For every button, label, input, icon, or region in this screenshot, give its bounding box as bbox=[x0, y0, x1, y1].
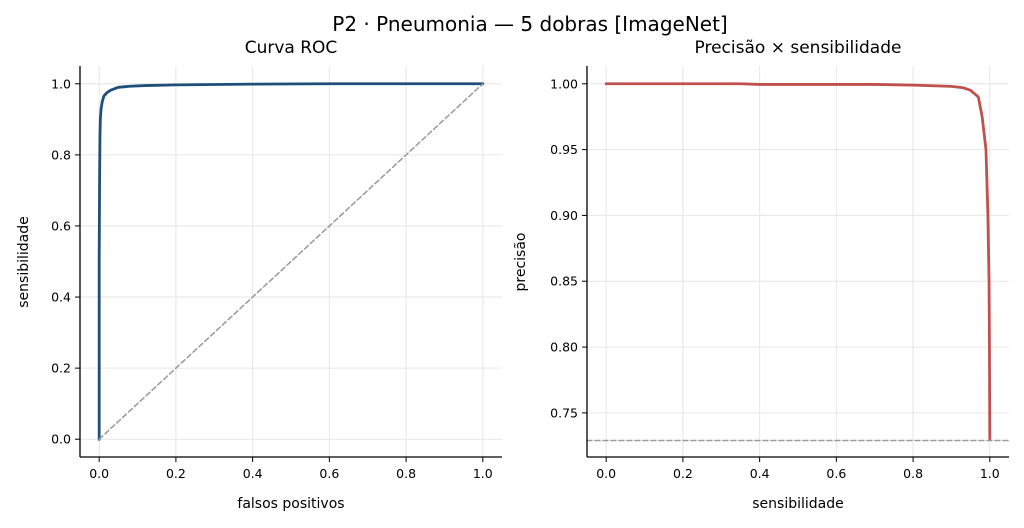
roc-title: Curva ROC bbox=[245, 38, 338, 58]
pr-ytick-label-4: 0.95 bbox=[550, 142, 578, 157]
roc-xtick-label-4: 0.8 bbox=[396, 466, 416, 481]
pr-axes bbox=[586, 66, 1009, 458]
pr-xtick-label-4: 0.8 bbox=[903, 466, 923, 481]
roc-xtick-label-5: 1.0 bbox=[473, 466, 493, 481]
pr-ticks: 0.0 0.2 0.4 0.6 0.8 1.0 0.75 0.80 0.85 0.90 0.95 1.… bbox=[550, 76, 1000, 481]
roc-ytick-label-0: 0.0 bbox=[51, 432, 71, 447]
roc-series-0-curve bbox=[97, 82, 485, 441]
pr-series-0-curve bbox=[604, 82, 992, 441]
roc-xtick-label-3: 0.6 bbox=[319, 466, 339, 481]
pr-grid bbox=[587, 66, 1009, 457]
roc-xtick-label-2: 0.4 bbox=[243, 466, 263, 481]
roc-xtick-label-0: 0.0 bbox=[89, 466, 109, 481]
roc-panel: Curva ROC 0.0 0.2 0.4 0.6 0.8 1.0 0.0 0.2 0.4 0.6… bbox=[16, 38, 502, 512]
roc-ylabel: sensibilidade bbox=[16, 216, 32, 308]
pr-title: Precisão × sensibilidade bbox=[695, 38, 902, 58]
pr-ytick-label-0: 0.75 bbox=[550, 405, 578, 420]
pr-xtick-label-2: 0.4 bbox=[750, 466, 770, 481]
roc-xtick-label-1: 0.2 bbox=[166, 466, 186, 481]
roc-ytick-label-1: 0.2 bbox=[51, 361, 71, 376]
pr-xlabel: sensibilidade bbox=[752, 496, 844, 512]
roc-ytick-label-4: 0.8 bbox=[51, 147, 71, 162]
figure-title: P2 · Pneumonia — 5 dobras [ImageNet] bbox=[332, 12, 727, 36]
pr-ytick-label-1: 0.80 bbox=[550, 340, 578, 355]
pr-xtick-label-5: 1.0 bbox=[980, 466, 1000, 481]
roc-ytick-label-5: 1.0 bbox=[51, 76, 71, 91]
roc-series bbox=[97, 82, 485, 441]
roc-ytick-label-2: 0.4 bbox=[51, 290, 71, 305]
pr-ytick-label-5: 1.00 bbox=[550, 76, 578, 91]
pr-ylabel: precisão bbox=[513, 233, 529, 292]
roc-ticks: 0.0 0.2 0.4 0.6 0.8 1.0 0.0 0.2 0.4 0.6 0.8 1.0 bbox=[51, 76, 493, 481]
pr-ytick-label-2: 0.85 bbox=[550, 274, 578, 289]
roc-xlabel: falsos positivos bbox=[237, 496, 344, 512]
roc-grid bbox=[80, 66, 502, 457]
roc-ytick-label-3: 0.6 bbox=[51, 218, 71, 233]
pr-xtick-label-3: 0.6 bbox=[826, 466, 846, 481]
pr-xtick-label-0: 0.0 bbox=[596, 466, 616, 481]
pr-panel: Precisão × sensibilidade 0.0 0.2 0.4 0.6 0.8… bbox=[513, 38, 1010, 512]
pr-ytick-label-3: 0.90 bbox=[550, 208, 578, 223]
pr-xtick-label-1: 0.2 bbox=[673, 466, 693, 481]
pr-series bbox=[586, 82, 1010, 442]
roc-axes bbox=[79, 66, 502, 458]
roc-series-1-reference-line bbox=[98, 83, 484, 440]
